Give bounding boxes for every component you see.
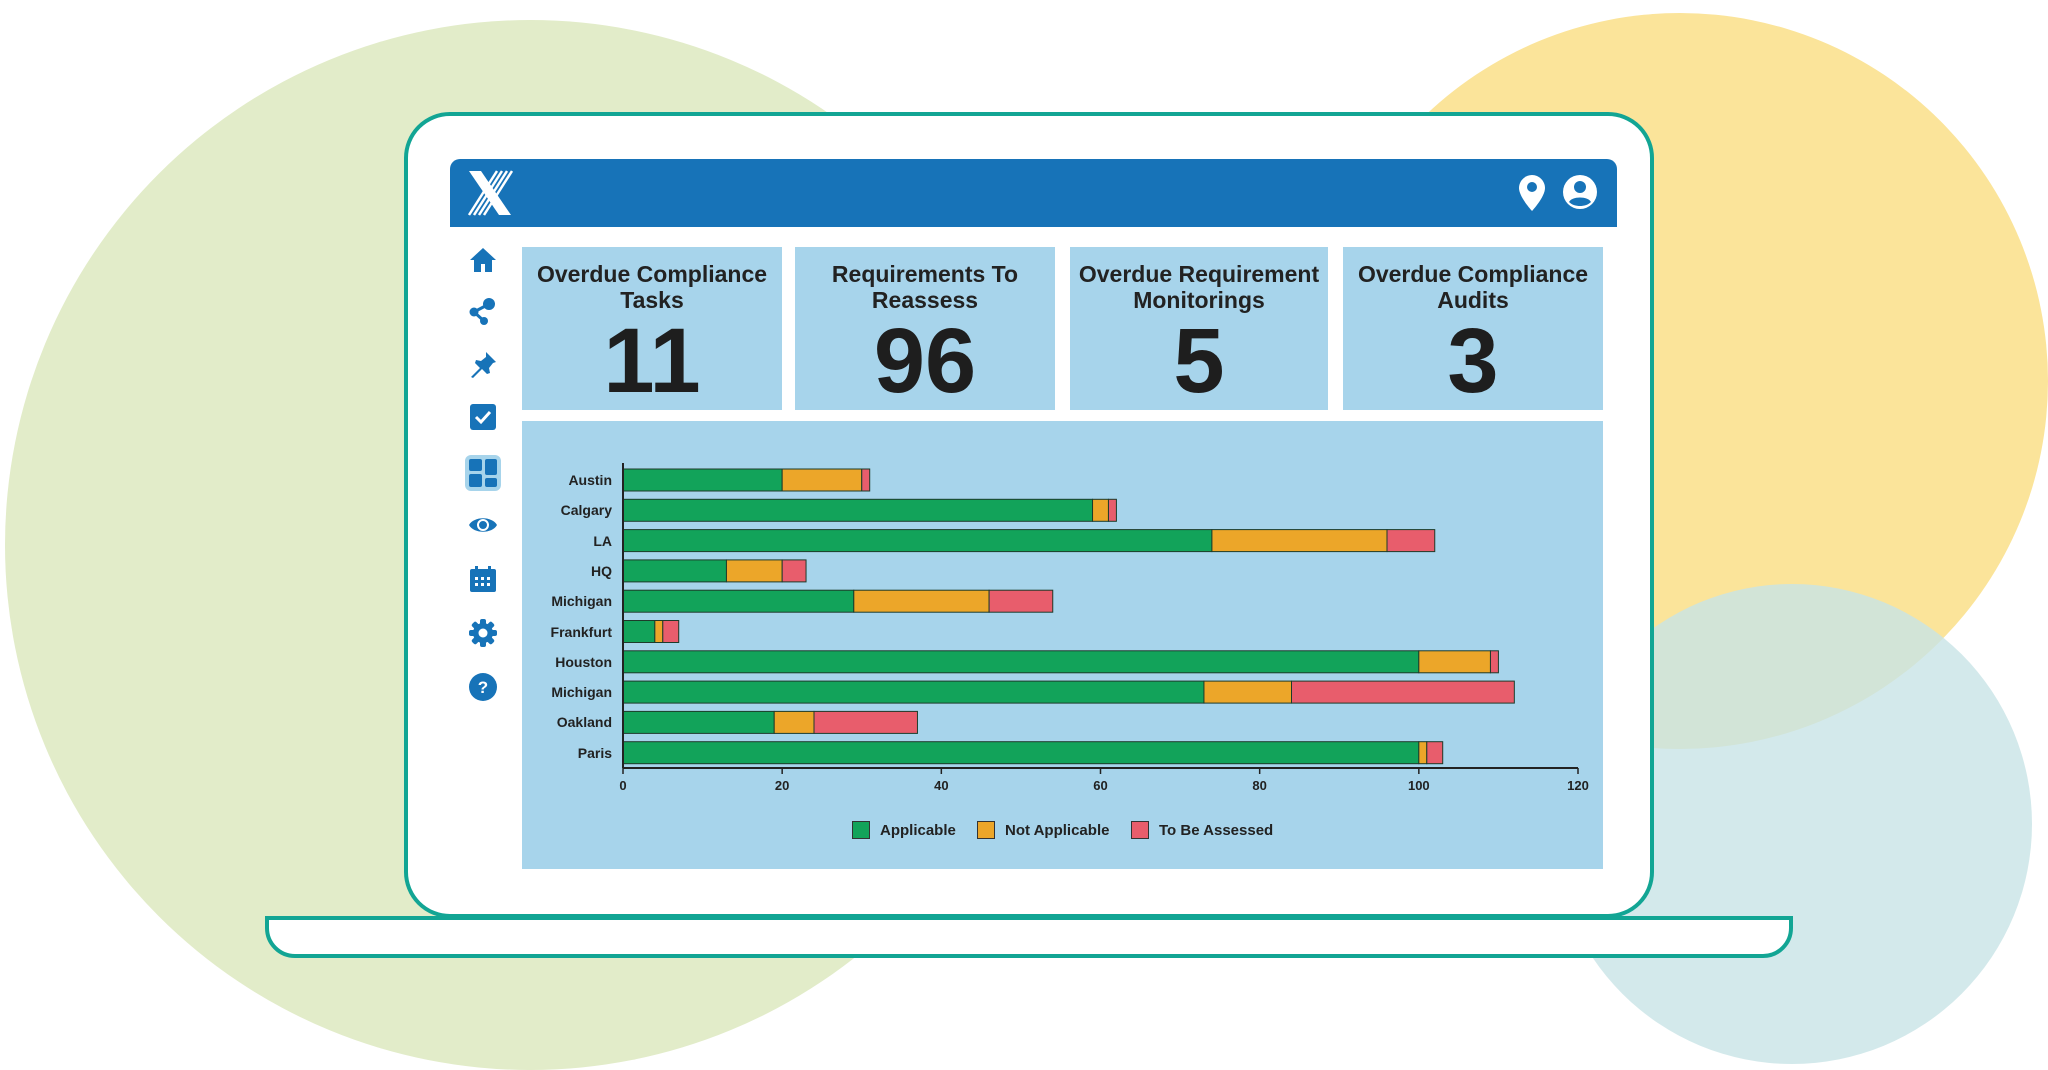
bar-segment-applicable[interactable]: [622, 680, 1205, 704]
bar-segment-applicable[interactable]: [622, 741, 1420, 765]
category-label: Frankfurt: [550, 623, 612, 640]
bar-segment-to-be-assessed[interactable]: [781, 559, 807, 583]
card-value: 11: [603, 310, 701, 412]
gear-icon[interactable]: [468, 618, 498, 648]
card-requirements-to-reassess[interactable]: Requirements To Reassess 96: [795, 247, 1055, 410]
bar-segment-not-applicable[interactable]: [1211, 529, 1388, 553]
help-icon[interactable]: ?: [468, 672, 498, 702]
bar-segment-not-applicable[interactable]: [725, 559, 783, 583]
legend-item-to-be-assessed[interactable]: To Be Assessed: [1131, 821, 1273, 839]
category-label: Calgary: [560, 502, 612, 519]
legend-item-not-applicable[interactable]: Not Applicable: [977, 821, 1109, 839]
x-tick-label: 20: [774, 778, 790, 793]
x-tick-label: 100: [1407, 778, 1430, 793]
bar-segment-not-applicable[interactable]: [1203, 680, 1292, 704]
card-title: Overdue Compliance Tasks: [536, 261, 768, 313]
bar-segment-not-applicable[interactable]: [853, 589, 990, 613]
legend-item-applicable[interactable]: Applicable: [852, 821, 956, 839]
x-tick-label: 0: [619, 778, 627, 793]
card-value: 3: [1447, 310, 1499, 412]
category-label: Austin: [568, 472, 612, 488]
bar-segment-not-applicable[interactable]: [1418, 650, 1491, 674]
category-label: HQ: [591, 562, 612, 579]
bar-segment-to-be-assessed[interactable]: [988, 589, 1054, 613]
bar-segment-applicable[interactable]: [622, 589, 855, 613]
legend-label: Not Applicable: [1005, 821, 1110, 839]
bar-segment-not-applicable[interactable]: [773, 710, 815, 734]
bar-segment-to-be-assessed[interactable]: [662, 620, 680, 643]
category-label: Michigan: [551, 684, 612, 701]
card-overdue-requirement-monitorings[interactable]: Overdue Requirement Monitorings 5: [1070, 247, 1328, 410]
x-tick-label: 60: [1093, 778, 1108, 793]
legend-swatch: [1131, 821, 1149, 839]
bar-segment-to-be-assessed[interactable]: [1291, 680, 1515, 704]
bar-segment-not-applicable[interactable]: [1418, 741, 1428, 765]
legend-label: To Be Assessed: [1159, 821, 1274, 839]
bar-segment-applicable[interactable]: [622, 529, 1213, 553]
laptop-base: [265, 916, 1793, 958]
bar-segment-not-applicable[interactable]: [1092, 498, 1109, 522]
top-bar: [450, 159, 1617, 227]
x-tick-label: 40: [934, 778, 949, 793]
card-value: 96: [873, 310, 977, 412]
checkbox-icon[interactable]: [468, 402, 498, 432]
bar-segment-applicable[interactable]: [622, 468, 783, 492]
bar-segment-to-be-assessed[interactable]: [861, 468, 871, 492]
eye-icon[interactable]: [468, 510, 498, 540]
card-title: Overdue Compliance Audits: [1357, 261, 1589, 313]
card-overdue-compliance-tasks[interactable]: Overdue Compliance Tasks 11: [522, 247, 782, 410]
app-screen: ? Overdue Compliance Tasks 11 Requiremen…: [450, 159, 1617, 869]
home-icon[interactable]: [468, 245, 498, 275]
bar-segment-to-be-assessed[interactable]: [1107, 498, 1117, 522]
bar-segment-applicable[interactable]: [622, 650, 1420, 674]
bar-segment-applicable[interactable]: [622, 559, 727, 583]
bar-segment-not-applicable[interactable]: [781, 468, 863, 492]
bar-segment-to-be-assessed[interactable]: [1386, 529, 1436, 553]
location-pin-icon[interactable]: [1519, 175, 1545, 211]
category-label: Houston: [555, 653, 612, 670]
dashboard-icon[interactable]: [465, 455, 501, 491]
svg-text:?: ?: [478, 678, 488, 697]
chart-plot: [622, 463, 1579, 774]
x-tick-label: 80: [1252, 778, 1267, 793]
legend-label: Applicable: [880, 821, 956, 839]
card-value: 5: [1173, 310, 1225, 412]
stacked-bar-chart: Austin Calgary LA HQ Michigan Frankfurt Housto…: [522, 421, 1603, 869]
user-account-icon[interactable]: [1563, 175, 1597, 209]
card-title: Overdue Requirement Monitorings: [1078, 261, 1320, 313]
pin-icon[interactable]: [468, 350, 498, 380]
bar-segment-to-be-assessed[interactable]: [1426, 741, 1444, 765]
calendar-icon[interactable]: [468, 564, 498, 594]
card-overdue-compliance-audits[interactable]: Overdue Compliance Audits 3: [1343, 247, 1603, 410]
bar-segment-to-be-assessed[interactable]: [813, 710, 918, 734]
legend-swatch: [977, 821, 995, 839]
bar-segment-to-be-assessed[interactable]: [1489, 650, 1499, 674]
app-logo[interactable]: [467, 169, 513, 217]
legend-swatch: [852, 821, 870, 839]
category-label: Paris: [577, 744, 612, 761]
x-tick-label: 120: [1567, 778, 1589, 793]
category-label: LA: [593, 532, 612, 549]
card-title: Requirements To Reassess: [831, 261, 1019, 313]
share-icon[interactable]: [468, 296, 498, 326]
category-label: Oakland: [556, 714, 612, 731]
bar-segment-applicable[interactable]: [622, 620, 656, 643]
category-label: Michigan: [551, 593, 612, 610]
bar-segment-not-applicable[interactable]: [654, 620, 664, 643]
bar-segment-applicable[interactable]: [622, 498, 1094, 522]
bar-segment-applicable[interactable]: [622, 710, 775, 734]
